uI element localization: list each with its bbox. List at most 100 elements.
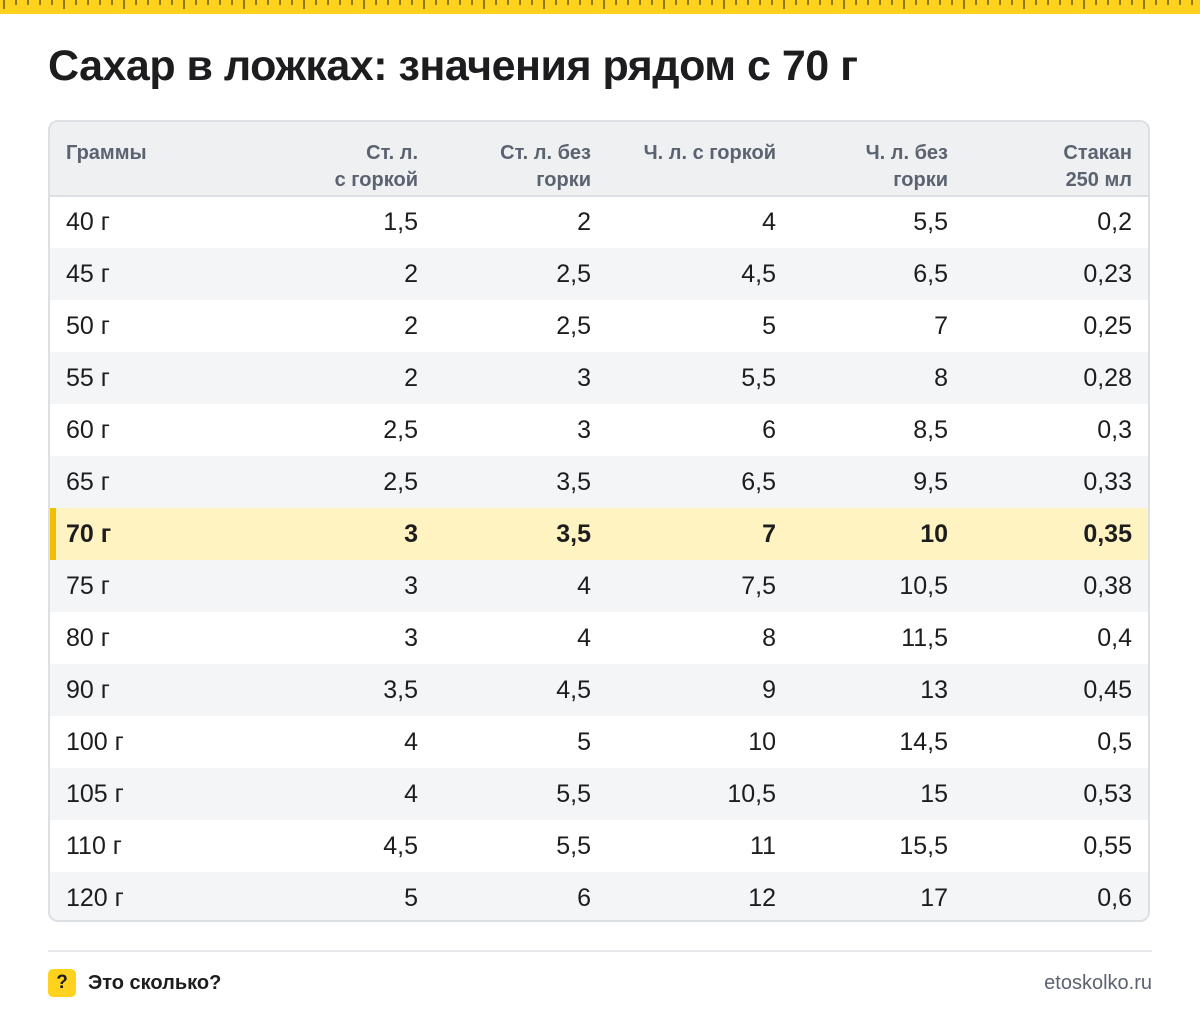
value-cell: 9 xyxy=(762,675,776,704)
value-cell: 4,5 xyxy=(383,831,418,860)
value-cell: 7 xyxy=(762,519,776,548)
value-cell: 8,5 xyxy=(913,415,948,444)
column-header-line: Стакан xyxy=(1063,142,1132,164)
value-cell: 4 xyxy=(577,571,591,600)
grams-cell: 75 г xyxy=(66,571,110,600)
value-cell: 13 xyxy=(920,675,948,704)
value-cell: 2 xyxy=(404,259,418,288)
value-cell: 5,5 xyxy=(741,363,776,392)
value-cell: 2 xyxy=(404,311,418,340)
column-header: Ч. л. без горки xyxy=(792,122,964,197)
value-cell: 5,5 xyxy=(913,208,948,236)
value-cell: 2,5 xyxy=(383,415,418,444)
value-cell: 17 xyxy=(920,883,948,912)
table-row: 75 г 3 4 7,5 10,5 0,38 xyxy=(50,560,1148,612)
value-cell: 10 xyxy=(920,519,948,548)
column-header: Ст. л. с горкой xyxy=(284,122,434,197)
value-cell: 5,5 xyxy=(556,779,591,808)
value-cell: 8 xyxy=(934,363,948,392)
value-cell: 5 xyxy=(404,883,418,912)
grams-cell: 100 г xyxy=(66,727,124,756)
column-header: Стакан 250 мл xyxy=(964,122,1148,197)
value-cell: 3 xyxy=(404,571,418,600)
value-cell: 2,5 xyxy=(556,311,591,340)
value-cell: 11 xyxy=(750,831,776,860)
value-cell: 5,5 xyxy=(556,831,591,860)
value-cell: 0,6 xyxy=(1097,883,1132,912)
table-row: 50 г 2 2,5 5 7 0,25 xyxy=(50,300,1148,352)
column-header-line: Ч. л. без xyxy=(865,142,948,164)
value-cell: 0,23 xyxy=(1083,259,1132,288)
value-cell: 12 xyxy=(748,883,776,912)
column-header-line: с горкой xyxy=(334,169,418,191)
value-cell: 6,5 xyxy=(913,259,948,288)
ruler-top-border xyxy=(0,0,1200,14)
value-cell: 4 xyxy=(577,623,591,652)
column-header-line: Ст. л. xyxy=(366,142,418,164)
value-cell: 0,25 xyxy=(1083,311,1132,340)
grams-cell: 120 г xyxy=(66,883,124,912)
question-badge-icon: ? xyxy=(48,969,76,997)
value-cell: 2,5 xyxy=(556,259,591,288)
value-cell: 2 xyxy=(577,208,591,236)
value-cell: 7,5 xyxy=(741,571,776,600)
footer-divider xyxy=(48,950,1152,952)
page-title: Сахар в ложках: значения рядом с 70 г xyxy=(48,42,858,90)
value-cell: 15 xyxy=(920,779,948,808)
value-cell: 3,5 xyxy=(556,467,591,496)
grams-cell: 90 г xyxy=(66,675,110,704)
value-cell: 6 xyxy=(762,415,776,444)
column-header: Граммы xyxy=(50,122,284,197)
footer-site-link[interactable]: etoskolko.ru xyxy=(1044,972,1152,994)
table-row: 110 г 4,5 5,5 11 15,5 0,55 xyxy=(50,820,1148,872)
table-row-highlighted: 70 г 3 3,5 7 10 0,35 xyxy=(50,508,1148,560)
column-header: Ст. л. без горки xyxy=(434,122,607,197)
value-cell: 10,5 xyxy=(727,779,776,808)
value-cell: 15,5 xyxy=(899,831,948,860)
value-cell: 0,38 xyxy=(1083,571,1132,600)
table-row: 40 г 1,5 2 4 5,5 0,2 xyxy=(50,196,1148,248)
value-cell: 6 xyxy=(577,883,591,912)
value-cell: 0,45 xyxy=(1083,675,1132,704)
column-header-line: Ст. л. без xyxy=(500,142,591,164)
value-cell: 2,5 xyxy=(383,467,418,496)
grams-cell: 105 г xyxy=(66,779,124,808)
value-cell: 0,33 xyxy=(1083,467,1132,496)
footer-brand: Это сколько? xyxy=(88,972,222,994)
value-cell: 1,5 xyxy=(383,208,418,236)
value-cell: 0,5 xyxy=(1097,727,1132,756)
value-cell: 11,5 xyxy=(901,623,948,652)
table-row: 105 г 4 5,5 10,5 15 0,53 xyxy=(50,768,1148,820)
value-cell: 6,5 xyxy=(741,467,776,496)
value-cell: 2 xyxy=(404,363,418,392)
column-header: Ч. л. с горкой xyxy=(607,122,792,197)
value-cell: 4 xyxy=(404,779,418,808)
column-header-line: 250 мл xyxy=(1065,169,1132,191)
table-row: 100 г 4 5 10 14,5 0,5 xyxy=(50,716,1148,768)
grams-cell: 50 г xyxy=(66,311,110,340)
value-cell: 0,3 xyxy=(1097,415,1132,444)
value-cell: 5 xyxy=(762,311,776,340)
value-cell: 4 xyxy=(404,727,418,756)
grams-cell: 70 г xyxy=(50,508,284,560)
value-cell: 0,2 xyxy=(1097,208,1132,236)
table-row: 65 г 2,5 3,5 6,5 9,5 0,33 xyxy=(50,456,1148,508)
table-row: 80 г 3 4 8 11,5 0,4 xyxy=(50,612,1148,664)
grams-cell: 110 г xyxy=(66,831,122,860)
value-cell: 0,28 xyxy=(1083,363,1132,392)
grams-cell: 80 г xyxy=(66,623,110,652)
value-cell: 3 xyxy=(577,415,591,444)
value-cell: 0,55 xyxy=(1083,831,1132,860)
table-row: 45 г 2 2,5 4,5 6,5 0,23 xyxy=(50,248,1148,300)
table-row: 90 г 3,5 4,5 9 13 0,45 xyxy=(50,664,1148,716)
column-header-line: горки xyxy=(893,169,948,191)
column-header-line: Ч. л. с горкой xyxy=(643,142,776,164)
grams-cell: 55 г xyxy=(66,363,110,392)
value-cell: 5 xyxy=(577,727,591,756)
value-cell: 3 xyxy=(404,519,418,548)
grams-cell: 45 г xyxy=(66,259,110,288)
value-cell: 0,4 xyxy=(1097,623,1132,652)
grams-cell: 40 г xyxy=(66,208,110,236)
table-body: 40 г 1,5 2 4 5,5 0,2 45 г 2 2,5 4,5 6,5 0,23 50 г 2 2,… xyxy=(50,196,1148,920)
value-cell: 3,5 xyxy=(383,675,418,704)
